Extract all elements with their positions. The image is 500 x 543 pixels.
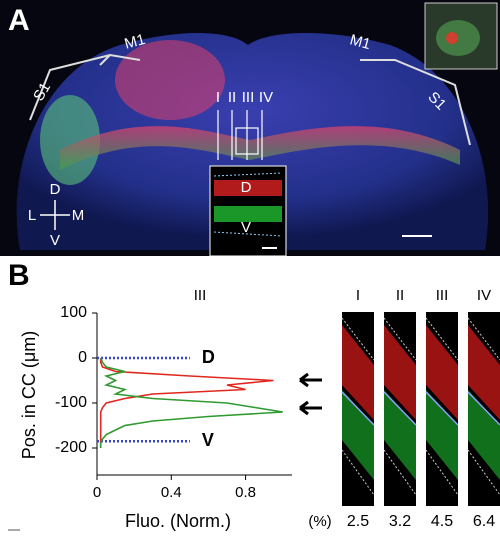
strip-boundary bbox=[467, 391, 500, 426]
profile-line bbox=[99, 357, 283, 448]
compass bbox=[40, 200, 70, 230]
strip-label: III bbox=[436, 287, 449, 304]
reference-label: V bbox=[202, 430, 214, 450]
arrow bbox=[299, 400, 322, 416]
strip-dotted bbox=[341, 449, 375, 496]
compass-label: V bbox=[50, 232, 60, 249]
inset-red-band bbox=[214, 180, 282, 196]
strip-red bbox=[384, 325, 416, 420]
region-bracket-left bbox=[29, 53, 141, 121]
reference-label: D bbox=[202, 347, 215, 367]
profile-line bbox=[99, 358, 274, 448]
injection-site bbox=[115, 40, 225, 120]
inset-dotted bbox=[213, 172, 283, 177]
strip-dotted bbox=[425, 449, 459, 496]
strip-dotted bbox=[383, 317, 417, 361]
strip-boundary bbox=[425, 391, 459, 426]
corpus-callosum bbox=[60, 126, 460, 170]
column-label: II bbox=[228, 89, 236, 106]
column-label: IV bbox=[259, 89, 273, 106]
strip-label: II bbox=[396, 287, 404, 304]
strip-green bbox=[468, 390, 500, 480]
strip-unit: (%) bbox=[308, 513, 331, 530]
x-tick-label: 0.4 bbox=[161, 484, 182, 501]
strip-dotted bbox=[467, 449, 500, 496]
green-label bbox=[40, 95, 100, 185]
inset-green-band bbox=[214, 206, 282, 222]
strip-value: 3.2 bbox=[389, 513, 411, 530]
compass-label: D bbox=[50, 181, 61, 198]
strip-red bbox=[468, 325, 500, 420]
inset-label: V bbox=[241, 219, 251, 236]
strip-red bbox=[342, 325, 374, 420]
strip-label: IV bbox=[477, 287, 491, 304]
region-label: S1 bbox=[30, 80, 54, 104]
x-tick-label: 0 bbox=[93, 484, 101, 501]
strip-value: 6.4 bbox=[473, 513, 495, 530]
region-label: M1 bbox=[123, 31, 148, 53]
arrow bbox=[299, 372, 322, 388]
strip-red bbox=[426, 325, 458, 420]
x-axis-label: Fluo. (Norm.) bbox=[125, 511, 231, 531]
inset-dotted bbox=[213, 231, 283, 237]
inset-label: D bbox=[241, 179, 252, 196]
chart-title: III bbox=[194, 287, 207, 304]
strip-dotted bbox=[341, 317, 375, 361]
column-label: III bbox=[242, 89, 255, 106]
inset-injection bbox=[446, 32, 458, 44]
strip-label: I bbox=[356, 287, 360, 304]
strip-green bbox=[342, 390, 374, 480]
column-label: I bbox=[216, 89, 220, 106]
y-tick-label: -200 bbox=[55, 439, 87, 456]
y-tick-label: 100 bbox=[60, 304, 87, 321]
panel-label: A bbox=[8, 4, 30, 37]
region-label: M1 bbox=[348, 31, 373, 53]
strip-dotted bbox=[467, 317, 500, 361]
y-axis-label: Pos. in CC (μm) bbox=[19, 331, 39, 459]
strip-value: 4.5 bbox=[431, 513, 453, 530]
strip-dotted bbox=[383, 449, 417, 496]
strip-green bbox=[426, 390, 458, 480]
y-tick-label: 0 bbox=[78, 349, 87, 366]
panel-label: B bbox=[8, 259, 30, 292]
strip-dotted bbox=[425, 317, 459, 361]
column-lines bbox=[217, 110, 263, 160]
strip-green bbox=[384, 390, 416, 480]
strip-value: 2.5 bbox=[347, 513, 369, 530]
y-tick-label: -100 bbox=[55, 394, 87, 411]
compass-label: M bbox=[72, 207, 85, 224]
compass-label: L bbox=[28, 207, 36, 224]
region-bracket-right bbox=[360, 59, 471, 146]
strip-boundary bbox=[341, 391, 375, 426]
strip-boundary bbox=[383, 391, 417, 426]
x-tick-label: 0.8 bbox=[235, 484, 256, 501]
